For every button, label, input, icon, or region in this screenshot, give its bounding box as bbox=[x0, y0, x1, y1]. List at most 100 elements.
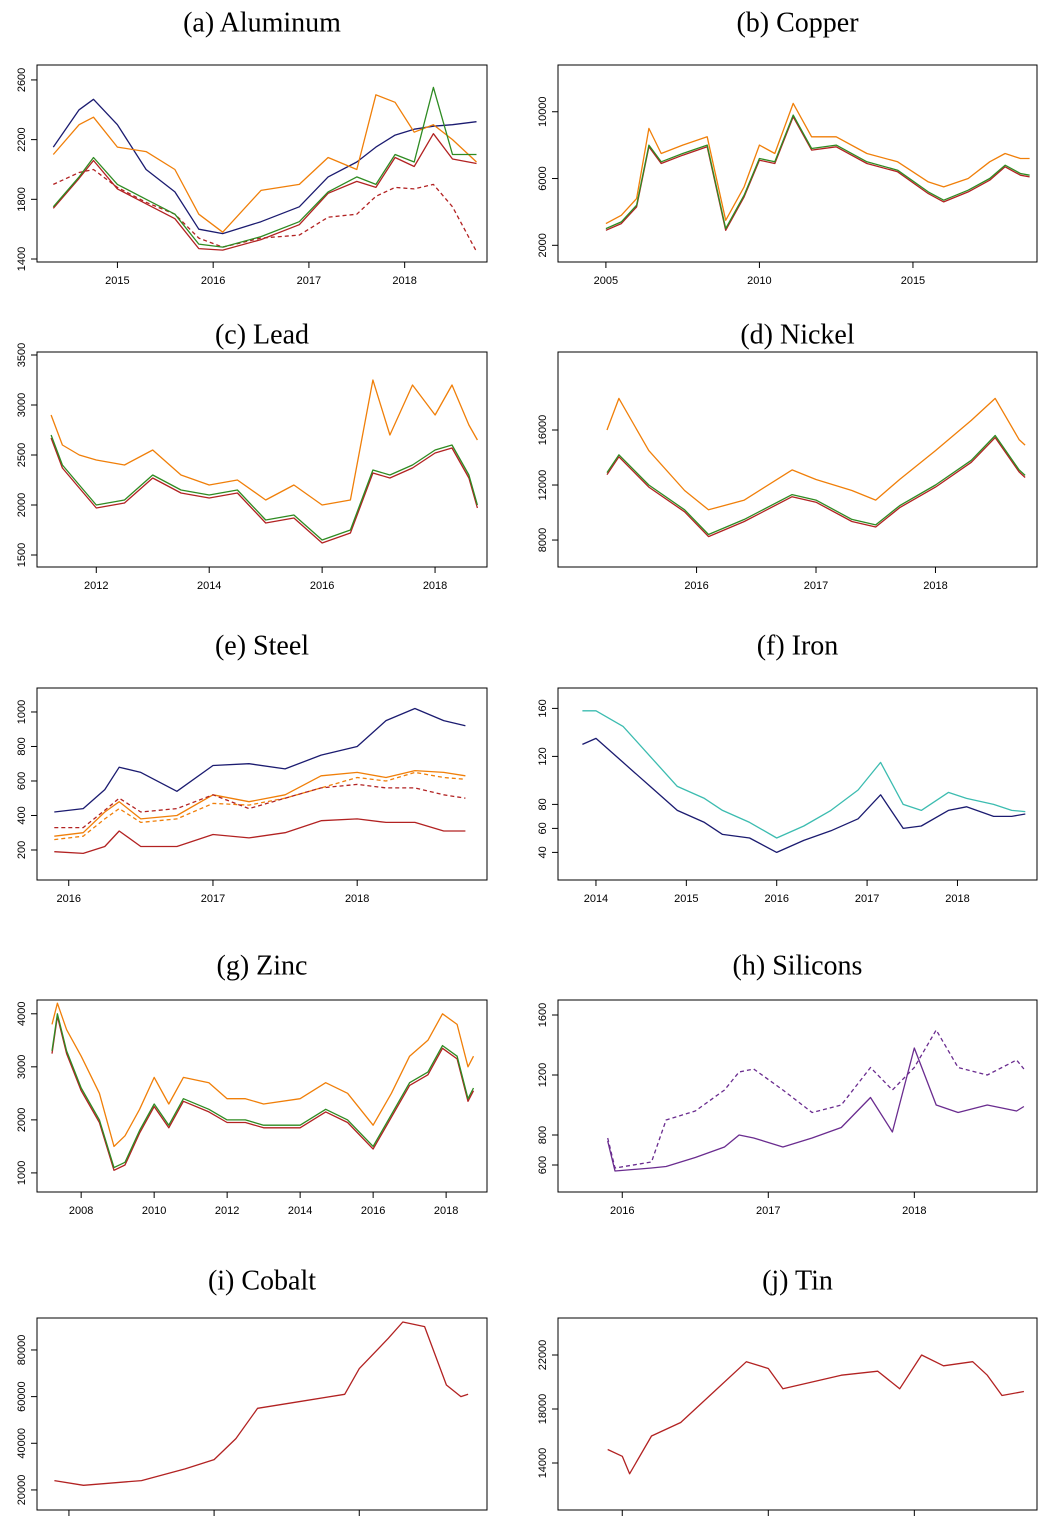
chart-title: (i) Cobalt bbox=[208, 1265, 316, 1296]
y-tick-label: 16000 bbox=[537, 415, 549, 446]
x-tick-label: 2005 bbox=[594, 275, 618, 287]
series-line bbox=[605, 116, 1030, 231]
y-tick-label: 2000 bbox=[16, 493, 28, 517]
y-tick-label: 8000 bbox=[537, 528, 549, 552]
series-line bbox=[605, 102, 1030, 225]
series-line bbox=[54, 818, 466, 855]
chart-title: (h) Silicons bbox=[733, 950, 863, 981]
y-tick-label: 600 bbox=[537, 1156, 549, 1174]
series-line bbox=[52, 86, 477, 248]
x-tick-label: 2015 bbox=[901, 275, 925, 287]
y-tick-label: 14000 bbox=[537, 1448, 549, 1479]
x-tick-label: 2016 bbox=[201, 275, 225, 287]
y-tick-label: 400 bbox=[16, 806, 28, 824]
x-tick-label: 2012 bbox=[84, 580, 108, 592]
plot-frame bbox=[36, 64, 488, 263]
y-tick-label: 1500 bbox=[16, 543, 28, 567]
y-tick-label: 60000 bbox=[16, 1381, 28, 1412]
series-line bbox=[51, 1013, 475, 1169]
series-line bbox=[582, 710, 1026, 839]
series-line bbox=[605, 114, 1030, 230]
y-tick-label: 40 bbox=[537, 846, 549, 858]
chart-title: (d) Nickel bbox=[740, 319, 855, 350]
y-tick-label: 3500 bbox=[16, 343, 28, 367]
x-tick-label: 2018 bbox=[423, 580, 447, 592]
series-line bbox=[54, 1321, 469, 1486]
series-line bbox=[54, 769, 466, 837]
plot-frame bbox=[557, 687, 1038, 881]
series-line bbox=[51, 1015, 475, 1171]
plot-frame bbox=[557, 64, 1038, 263]
y-tick-label: 2200 bbox=[16, 127, 28, 151]
chart-title: (b) Copper bbox=[736, 7, 859, 38]
x-tick-label: 2018 bbox=[434, 1205, 458, 1217]
x-tick-label: 2012 bbox=[215, 1205, 239, 1217]
plot-frame bbox=[557, 351, 1038, 568]
chart-title: (j) Tin bbox=[762, 1265, 833, 1296]
x-tick-label: 2008 bbox=[69, 1205, 93, 1217]
plot-frame bbox=[557, 999, 1038, 1193]
series-line bbox=[607, 1029, 1025, 1169]
y-tick-label: 18000 bbox=[537, 1394, 549, 1425]
x-tick-label: 2017 bbox=[201, 893, 225, 905]
x-tick-label: 2017 bbox=[855, 893, 879, 905]
series-line bbox=[50, 434, 479, 541]
y-tick-label: 2600 bbox=[16, 68, 28, 92]
x-tick-label: 2016 bbox=[310, 580, 334, 592]
series-line bbox=[54, 707, 466, 813]
series-line bbox=[50, 379, 478, 506]
y-tick-label: 1400 bbox=[16, 247, 28, 271]
series-line bbox=[52, 133, 477, 251]
x-tick-label: 2018 bbox=[345, 893, 369, 905]
y-tick-label: 800 bbox=[16, 737, 28, 755]
y-tick-label: 1800 bbox=[16, 187, 28, 211]
chart-title: (c) Lead bbox=[215, 319, 309, 350]
series-line bbox=[52, 94, 477, 233]
series-line bbox=[50, 437, 479, 544]
chart-title: (g) Zinc bbox=[217, 950, 308, 981]
y-tick-label: 800 bbox=[537, 1126, 549, 1144]
series-line bbox=[54, 771, 466, 841]
x-tick-label: 2016 bbox=[684, 580, 708, 592]
x-tick-label: 2018 bbox=[392, 275, 416, 287]
y-tick-label: 2000 bbox=[537, 233, 549, 257]
y-tick-label: 6000 bbox=[537, 166, 549, 190]
x-tick-label: 2016 bbox=[610, 1205, 634, 1217]
y-tick-label: 20000 bbox=[16, 1475, 28, 1506]
y-tick-label: 4000 bbox=[16, 1002, 28, 1026]
chart-title: (e) Steel bbox=[215, 630, 309, 661]
series-line bbox=[53, 168, 478, 252]
series-line bbox=[606, 436, 1026, 538]
x-tick-label: 2018 bbox=[902, 1205, 926, 1217]
y-tick-label: 22000 bbox=[537, 1340, 549, 1371]
plot-frame bbox=[36, 351, 488, 568]
plot-frame bbox=[36, 687, 488, 881]
y-tick-label: 10000 bbox=[537, 96, 549, 127]
y-tick-label: 160 bbox=[537, 699, 549, 717]
y-tick-label: 1600 bbox=[537, 1003, 549, 1027]
y-tick-label: 80000 bbox=[16, 1335, 28, 1366]
series-line bbox=[606, 397, 1026, 511]
chart-title: (f) Iron bbox=[757, 630, 839, 661]
x-tick-label: 2016 bbox=[56, 893, 80, 905]
x-tick-label: 2018 bbox=[923, 580, 947, 592]
series-line bbox=[51, 1002, 475, 1148]
y-tick-label: 2000 bbox=[16, 1108, 28, 1132]
chart-title: (a) Aluminum bbox=[183, 7, 341, 38]
plot-frame bbox=[36, 999, 488, 1193]
y-tick-label: 1000 bbox=[16, 700, 28, 724]
plot-frame bbox=[36, 1317, 488, 1511]
y-tick-label: 40000 bbox=[16, 1428, 28, 1459]
series-line bbox=[607, 1047, 1025, 1172]
y-tick-label: 12000 bbox=[537, 470, 549, 501]
x-tick-label: 2015 bbox=[105, 275, 129, 287]
y-tick-label: 2500 bbox=[16, 443, 28, 467]
y-tick-label: 3000 bbox=[16, 1055, 28, 1079]
x-tick-label: 2016 bbox=[361, 1205, 385, 1217]
x-tick-label: 2014 bbox=[584, 893, 608, 905]
series-line bbox=[52, 98, 477, 235]
x-tick-label: 2014 bbox=[288, 1205, 312, 1217]
series-line bbox=[54, 783, 466, 829]
y-tick-label: 1200 bbox=[537, 1063, 549, 1087]
